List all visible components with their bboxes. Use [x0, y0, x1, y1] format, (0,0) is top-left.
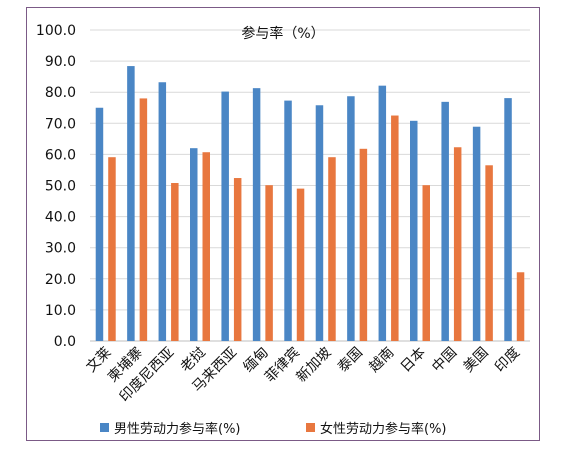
bar-male	[221, 91, 229, 341]
y-tick-label: 80.0	[45, 85, 76, 101]
bars	[95, 66, 525, 342]
y-tick-label: 50.0	[45, 179, 76, 195]
bar-female	[359, 148, 368, 341]
bar-male	[252, 88, 261, 341]
gridlines	[90, 29, 530, 342]
bar-male	[504, 98, 512, 341]
bar-female	[453, 147, 462, 341]
bar-male	[158, 82, 167, 342]
bar-female	[485, 165, 493, 341]
y-tick-label: 20.0	[45, 272, 76, 288]
bar-male	[347, 96, 355, 341]
bar-male	[284, 100, 292, 341]
legend-label-male: 男性劳动力参与率(%)	[114, 422, 241, 437]
bar-female	[516, 272, 525, 341]
bar-female	[296, 188, 305, 341]
x-tick-label: 越南	[366, 345, 397, 376]
x-tick-label: 美国	[461, 345, 492, 376]
x-tick-label: 泰国	[335, 345, 366, 376]
bar-female	[171, 183, 179, 341]
bar-female	[202, 152, 210, 341]
y-tick-label: 10.0	[45, 303, 76, 319]
bar-female	[391, 115, 399, 342]
x-tick-label: 中国	[429, 345, 460, 376]
bar-male	[95, 107, 104, 341]
y-tick-label: 60.0	[45, 147, 76, 163]
legend-item-female: 女性劳动力参与率(%)	[306, 418, 447, 437]
x-tick-label: 新加坡	[294, 345, 335, 386]
bar-male	[441, 101, 449, 341]
bar-female	[265, 185, 273, 341]
y-tick-label: 70.0	[45, 116, 76, 132]
x-tick-label: 印度	[492, 345, 523, 376]
bar-male	[190, 148, 198, 341]
bar-female	[233, 178, 242, 341]
bar-female	[328, 157, 336, 341]
y-tick-label: 0.0	[54, 334, 76, 350]
bar-female	[422, 185, 430, 341]
legend-swatch-male	[100, 423, 109, 432]
x-tick-label: 菲律宾	[262, 345, 303, 386]
bar-male	[315, 105, 324, 342]
chart-title: 参与率（%）	[241, 25, 324, 42]
legend-swatch-female	[306, 423, 315, 432]
y-tick-label: 40.0	[45, 210, 76, 226]
x-tick-label: 日本	[398, 345, 429, 376]
bar-male	[378, 85, 387, 341]
y-axis-ticks: 0.0 10.0 20.0 30.0 40.0 50.0 60.0 70.0 80.0 90.0 1…	[36, 23, 76, 350]
bar-female	[108, 157, 116, 341]
y-tick-label: 100.0	[36, 23, 76, 39]
bar-male	[410, 120, 418, 341]
bar-male	[127, 66, 135, 342]
y-tick-label: 90.0	[45, 54, 76, 70]
bar-female	[139, 98, 148, 341]
legend-label-female: 女性劳动力参与率(%)	[320, 422, 447, 437]
legend-item-male: 男性劳动力参与率(%)	[100, 418, 241, 437]
y-tick-label: 30.0	[45, 241, 76, 257]
bar-male	[472, 126, 481, 341]
